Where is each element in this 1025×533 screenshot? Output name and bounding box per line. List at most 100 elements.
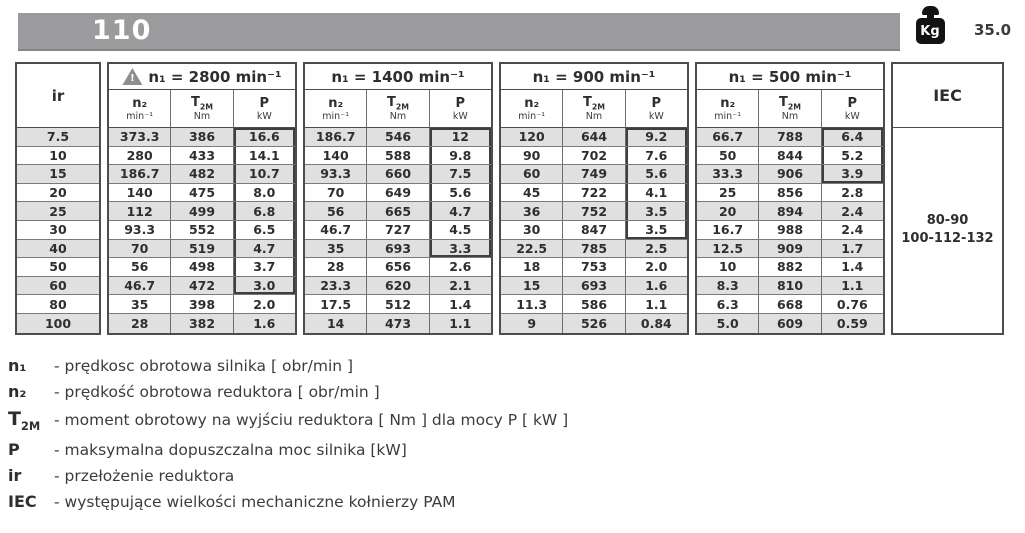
- cell-t2m: 475: [171, 183, 234, 202]
- cell-p: 16.6: [234, 128, 295, 146]
- cell-t2m: 609: [759, 313, 822, 333]
- table-row: 17.5 512 1.4: [305, 295, 491, 314]
- cell-p: 1.1: [645, 296, 668, 312]
- cell-t2m: 472: [171, 276, 234, 295]
- t2m-subheader-symbol: T2M: [778, 94, 802, 112]
- p-subheader-symbol: P: [455, 95, 466, 111]
- cell-n2: 35: [109, 295, 172, 313]
- cell-t2m: 785: [563, 239, 626, 258]
- n2-subheader-symbol: n₂: [132, 95, 148, 111]
- cell-p: 1.7: [841, 240, 864, 256]
- cell-n2: 36: [501, 202, 564, 220]
- n2-subheader: n₂ min⁻¹: [697, 90, 760, 127]
- cell-n2: 9: [501, 313, 564, 333]
- legend-symbol: T2M: [8, 408, 41, 433]
- cell-p: 0.84: [640, 315, 672, 331]
- table-row: 33.3 906 3.9: [697, 165, 883, 184]
- cell-p: 2.1: [449, 278, 472, 294]
- cell-p: 2.4: [841, 222, 864, 238]
- table-row: 18 753 2.0: [501, 258, 687, 277]
- group-title: n₁ = 500 min⁻¹: [728, 67, 852, 86]
- cell-n2: 22.5: [501, 239, 564, 258]
- warning-icon: !: [122, 68, 143, 85]
- group-header: n₁ = 900 min⁻¹: [501, 64, 687, 90]
- ir-value: 7.5: [17, 128, 99, 147]
- table-row: 35 693 3.3: [305, 239, 491, 259]
- n2-subheader-unit: min⁻¹: [714, 110, 742, 122]
- cell-n2: 50: [697, 146, 760, 165]
- cell-t2m: 693: [367, 239, 430, 258]
- cell-p: 2.0: [253, 296, 276, 312]
- table-row: 186.7 546 12: [305, 128, 491, 147]
- cell-p: 8.0: [234, 184, 295, 202]
- iec-values: 80-90 100-112-132: [893, 128, 1002, 333]
- cell-n2: 12.5: [697, 239, 760, 258]
- cell-p: 10.7: [234, 165, 295, 183]
- weight-kg-icon: Kg: [913, 6, 947, 49]
- legend-row-ir: ir - przełożenie reduktora: [8, 466, 568, 485]
- cell-t2m: 433: [171, 146, 234, 165]
- cell-t2m: 847: [563, 220, 626, 239]
- t2m-subheader-unit: Nm: [585, 111, 603, 123]
- cell-p: 6.5: [234, 221, 295, 239]
- legend-symbol: ir: [8, 465, 22, 485]
- cell-t2m: 665: [367, 202, 430, 220]
- cell-p: 2.6: [449, 259, 472, 275]
- p-subheader-unit: kW: [256, 110, 272, 122]
- cell-t2m: 588: [367, 146, 430, 165]
- cell-p: 12: [430, 128, 491, 146]
- cell-t2m: 649: [367, 183, 430, 202]
- cell-n2: 14: [305, 313, 368, 333]
- cell-p: 4.7: [234, 240, 295, 258]
- cell-p: 6.8: [234, 202, 295, 220]
- cell-p: 0.76: [836, 296, 868, 312]
- cell-t2m: 499: [171, 202, 234, 220]
- table-row: 46.7 727 4.5: [305, 220, 491, 240]
- cell-t2m: 512: [367, 295, 430, 313]
- cell-n2: 18: [501, 258, 564, 276]
- legend-symbol: n₁: [8, 356, 27, 375]
- cell-n2: 70: [109, 239, 172, 258]
- iec-size: 100-112-132: [901, 231, 994, 247]
- legend-text: - maksymalna dopuszczalna moc silnika [k…: [54, 440, 407, 459]
- table-row: 56 498 3.7: [109, 258, 295, 277]
- cell-n2: 373.3: [109, 128, 172, 146]
- cell-t2m: 660: [367, 165, 430, 183]
- cell-n2: 15: [501, 276, 564, 295]
- cell-n2: 5.0: [697, 313, 760, 333]
- iec-header: IEC: [893, 64, 1002, 128]
- cell-n2: 66.7: [697, 128, 760, 146]
- ir-value: 25: [17, 202, 99, 221]
- iec-column: IEC 80-90 100-112-132: [891, 62, 1004, 335]
- cell-n2: 186.7: [109, 165, 172, 183]
- cell-p: 1.1: [841, 278, 864, 294]
- cell-n2: 112: [109, 202, 172, 220]
- cell-n2: 10: [697, 258, 760, 276]
- cell-p: 2.0: [645, 259, 668, 275]
- table-row: 25 856 2.8: [697, 183, 883, 203]
- table-row: 45 722 4.1: [501, 183, 687, 203]
- n2-subheader-unit: min⁻¹: [518, 110, 546, 122]
- cell-t2m: 722: [563, 183, 626, 202]
- cell-n2: 28: [305, 258, 368, 276]
- table-row: 70 649 5.6: [305, 183, 491, 203]
- cell-p: 2.5: [645, 240, 668, 256]
- cell-n2: 56: [305, 202, 368, 220]
- ir-header: ir: [17, 64, 99, 128]
- cell-t2m: 810: [759, 276, 822, 295]
- legend-text: - prędkość obrotowa reduktora [ obr/min …: [54, 383, 380, 401]
- cell-p: 1.4: [841, 259, 864, 275]
- cell-t2m: 552: [171, 220, 234, 239]
- p-subheader-symbol: P: [847, 95, 858, 111]
- cell-n2: 25: [697, 183, 760, 202]
- p-subheader-symbol: P: [651, 95, 662, 111]
- ir-value: 20: [17, 184, 99, 203]
- cell-p: 3.9: [822, 165, 883, 183]
- t2m-subheader-symbol: T2M: [190, 94, 214, 112]
